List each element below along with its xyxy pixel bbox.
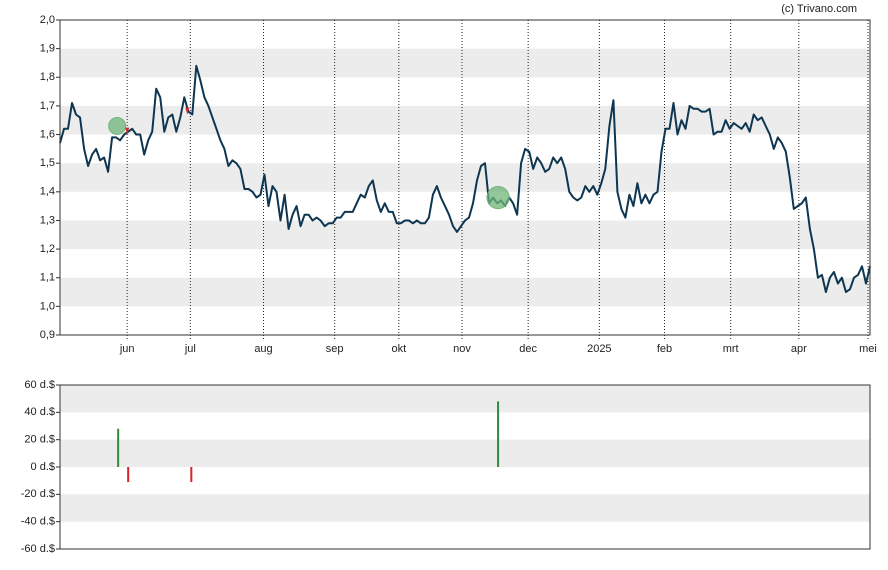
- trade-bar: [127, 467, 130, 483]
- y-tick-label: 1,2: [40, 243, 55, 255]
- grid-band: [60, 220, 870, 250]
- x-tick-label: jun: [119, 343, 135, 355]
- x-tick-label: feb: [657, 343, 672, 355]
- y-tick-label: -60 d.$: [21, 543, 55, 555]
- trade-bar: [190, 467, 193, 483]
- y-tick-label: 0,9: [40, 329, 55, 341]
- y-tick-label: 1,5: [40, 157, 55, 169]
- trade-bar: [497, 401, 500, 467]
- plot-frame: [59, 384, 871, 550]
- grid-band: [60, 385, 870, 413]
- grid-band: [60, 494, 870, 522]
- y-tick-label: 1,3: [40, 214, 55, 226]
- y-tick-label: -20 d.$: [21, 488, 55, 500]
- x-tick-label: apr: [791, 343, 807, 355]
- x-tick-label: nov: [453, 343, 471, 355]
- trade-marker: [108, 116, 127, 135]
- trade-marker: [185, 107, 190, 115]
- x-tick-label: mrt: [723, 343, 739, 355]
- y-tick-label: 1,8: [40, 71, 55, 83]
- x-tick-label: 2025: [587, 343, 611, 355]
- x-tick-label: aug: [254, 343, 272, 355]
- x-tick-label: jul: [184, 343, 196, 355]
- grid-band: [60, 163, 870, 192]
- y-tick-label: 1,1: [40, 272, 55, 284]
- plot-frame: [59, 19, 871, 336]
- grid-band: [60, 48, 870, 78]
- grid-band: [60, 105, 870, 135]
- x-tick-label: dec: [519, 343, 537, 355]
- source: (c) Trivano.com: [781, 3, 857, 15]
- trade-marker: [125, 127, 130, 135]
- x-tick-label: mei: [859, 343, 877, 355]
- y-tick-label: 1,9: [40, 43, 55, 55]
- y-tick-label: 20 d.$: [24, 434, 55, 446]
- y-tick-label: 1,4: [40, 186, 55, 198]
- grid-band: [60, 439, 870, 467]
- x-tick-label: sep: [326, 343, 344, 355]
- grid-band: [60, 277, 870, 307]
- trade-bar: [117, 428, 120, 467]
- y-tick-label: 1,0: [40, 300, 55, 312]
- y-tick-label: 40 d.$: [24, 406, 55, 418]
- trade-marker: [486, 185, 510, 210]
- y-tick-label: -40 d.$: [21, 516, 55, 528]
- y-tick-label: 1,6: [40, 128, 55, 140]
- y-tick-label: 0 d.$: [31, 461, 55, 473]
- y-tick-label: 2,0: [40, 14, 55, 26]
- y-tick-label: 60 d.$: [24, 379, 55, 391]
- price-line: [59, 64, 871, 293]
- y-tick-label: 1,7: [40, 100, 55, 112]
- x-tick-label: okt: [391, 343, 406, 355]
